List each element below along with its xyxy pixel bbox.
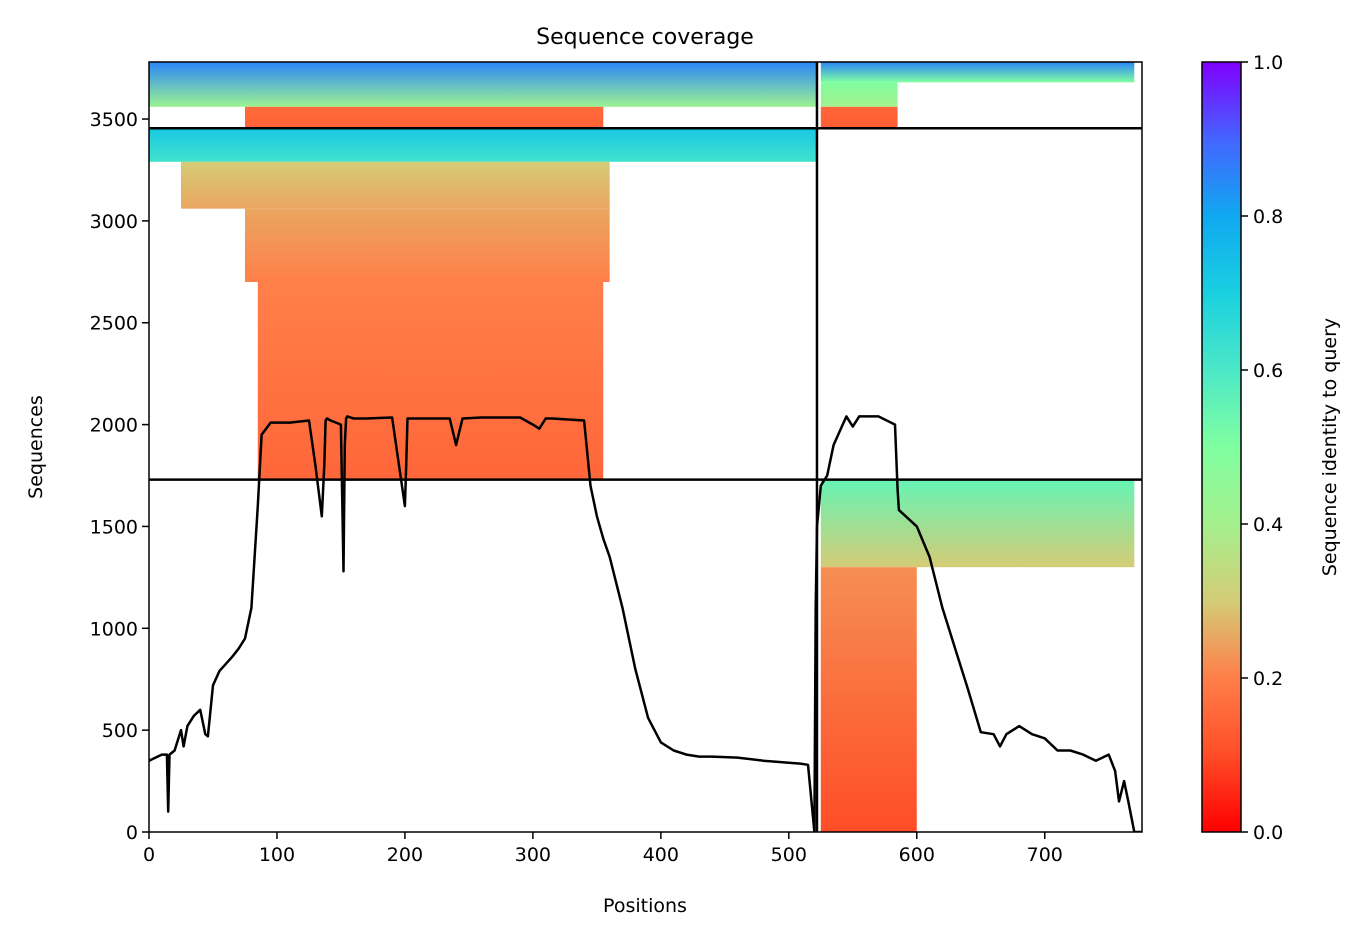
colorbar-gradient	[1201, 61, 1242, 833]
coverage-block	[820, 82, 898, 107]
colorbar-tick-label: 0.8	[1253, 206, 1283, 228]
x-tick-label: 700	[1027, 844, 1063, 866]
x-tick-label: 300	[515, 844, 551, 866]
coverage-line	[149, 415, 1142, 832]
y-tick-label: 2000	[90, 415, 138, 437]
y-tick-label: 0	[126, 822, 138, 844]
colorbar-tick-label: 0.0	[1253, 822, 1283, 844]
x-tick-label: 200	[387, 844, 423, 866]
coverage-blocks	[149, 62, 1135, 832]
colorbar-ticks: 0.0 0.2 0.4 0.6 0.8 1.0	[1241, 52, 1283, 844]
x-tick-label: 400	[643, 844, 679, 866]
x-axis: 0 100 200 300 400 500 600 700	[143, 832, 1063, 866]
x-axis-label: Positions	[603, 895, 687, 917]
y-tick-label: 3000	[90, 211, 138, 233]
coverage-block	[820, 62, 1135, 83]
x-tick-label: 100	[259, 844, 295, 866]
y-axis-label: Sequences	[25, 395, 47, 499]
coverage-block	[149, 128, 817, 162]
colorbar-tick-label: 1.0	[1253, 52, 1283, 74]
coverage-block	[257, 282, 604, 480]
y-axis: 0 500 1000 1500 2000 2500 3000 3500	[90, 109, 149, 844]
coverage-block	[244, 208, 610, 282]
y-tick-label: 1500	[90, 516, 138, 538]
colorbar-label: Sequence identity to query	[1319, 318, 1341, 576]
x-tick-label: 500	[771, 844, 807, 866]
x-tick-label: 600	[899, 844, 935, 866]
coverage-block	[820, 479, 1135, 568]
colorbar-tick-label: 0.6	[1253, 360, 1283, 382]
y-tick-label: 500	[102, 720, 138, 742]
y-tick-label: 3500	[90, 109, 138, 131]
chart-title: Sequence coverage	[536, 25, 754, 50]
plot-area	[148, 61, 1143, 833]
coverage-block	[149, 62, 817, 107]
colorbar: 0.0 0.2 0.4 0.6 0.8 1.0 Sequence identity to …	[1201, 52, 1341, 844]
coverage-block	[820, 567, 917, 832]
plot-frame	[148, 61, 1143, 833]
coverage-block	[820, 106, 898, 129]
x-tick-label: 0	[143, 844, 155, 866]
y-tick-label: 1000	[90, 618, 138, 640]
colorbar-tick-label: 0.2	[1253, 668, 1283, 690]
y-tick-label: 2500	[90, 313, 138, 335]
colorbar-tick-label: 0.4	[1253, 514, 1283, 536]
block-separators	[149, 62, 1142, 832]
coverage-block	[244, 106, 604, 129]
coverage-block	[180, 161, 610, 209]
